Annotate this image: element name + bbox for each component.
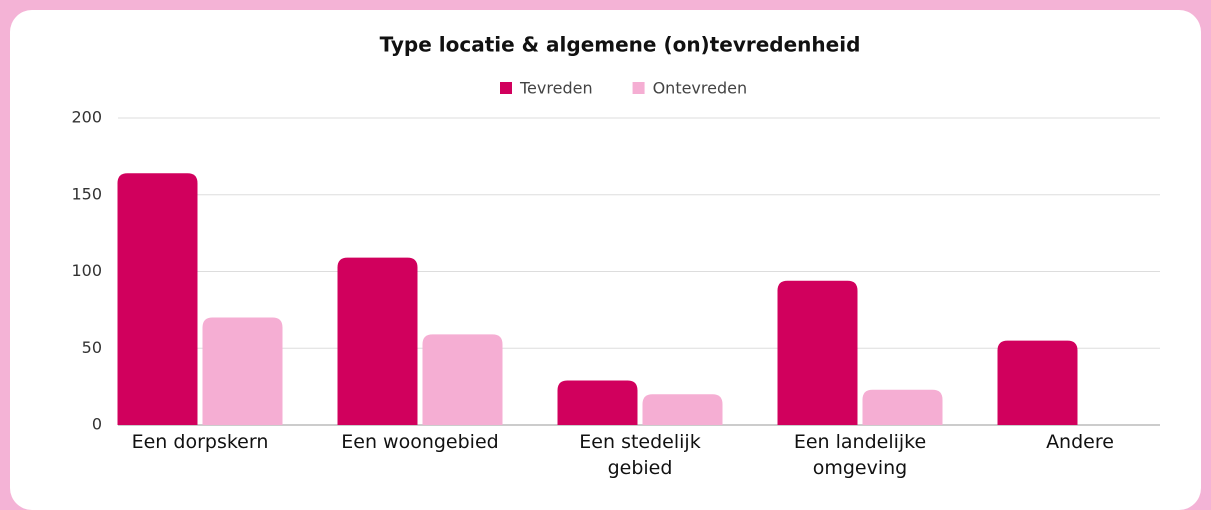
x-tick-label: Een woongebied	[341, 431, 499, 453]
legend-swatch	[500, 82, 512, 94]
y-tick-label: 150	[71, 184, 102, 203]
y-tick-label: 100	[71, 261, 102, 280]
y-tick-label: 0	[92, 415, 102, 434]
x-tick-label: Andere	[1046, 431, 1114, 453]
bar	[422, 334, 503, 425]
legend-label: Ontevreden	[653, 79, 748, 98]
x-tick-label: Een stedelijk gebied	[579, 431, 701, 479]
chart-title: Type locatie & algemene (on)tevredenheid	[380, 33, 861, 57]
x-tick-label: Een landelijke omgeving	[793, 431, 927, 479]
y-tick-label: 50	[82, 338, 102, 357]
legend-swatch	[632, 82, 645, 94]
bar	[862, 389, 943, 425]
y-tick-label: 200	[71, 108, 102, 127]
bar	[557, 380, 638, 425]
chart: Type locatie & algemene (on)tevredenheid…	[71, 33, 1160, 434]
bar	[202, 317, 283, 425]
bar	[997, 340, 1078, 425]
legend-label: Tevreden	[519, 79, 593, 98]
bar	[642, 394, 723, 425]
bar	[117, 173, 198, 425]
x-tick-label: Een dorpskern	[131, 431, 269, 453]
chart-card: Type locatie & algemene (on)tevredenheid…	[10, 10, 1201, 510]
bar	[777, 280, 858, 425]
bar	[337, 257, 418, 425]
